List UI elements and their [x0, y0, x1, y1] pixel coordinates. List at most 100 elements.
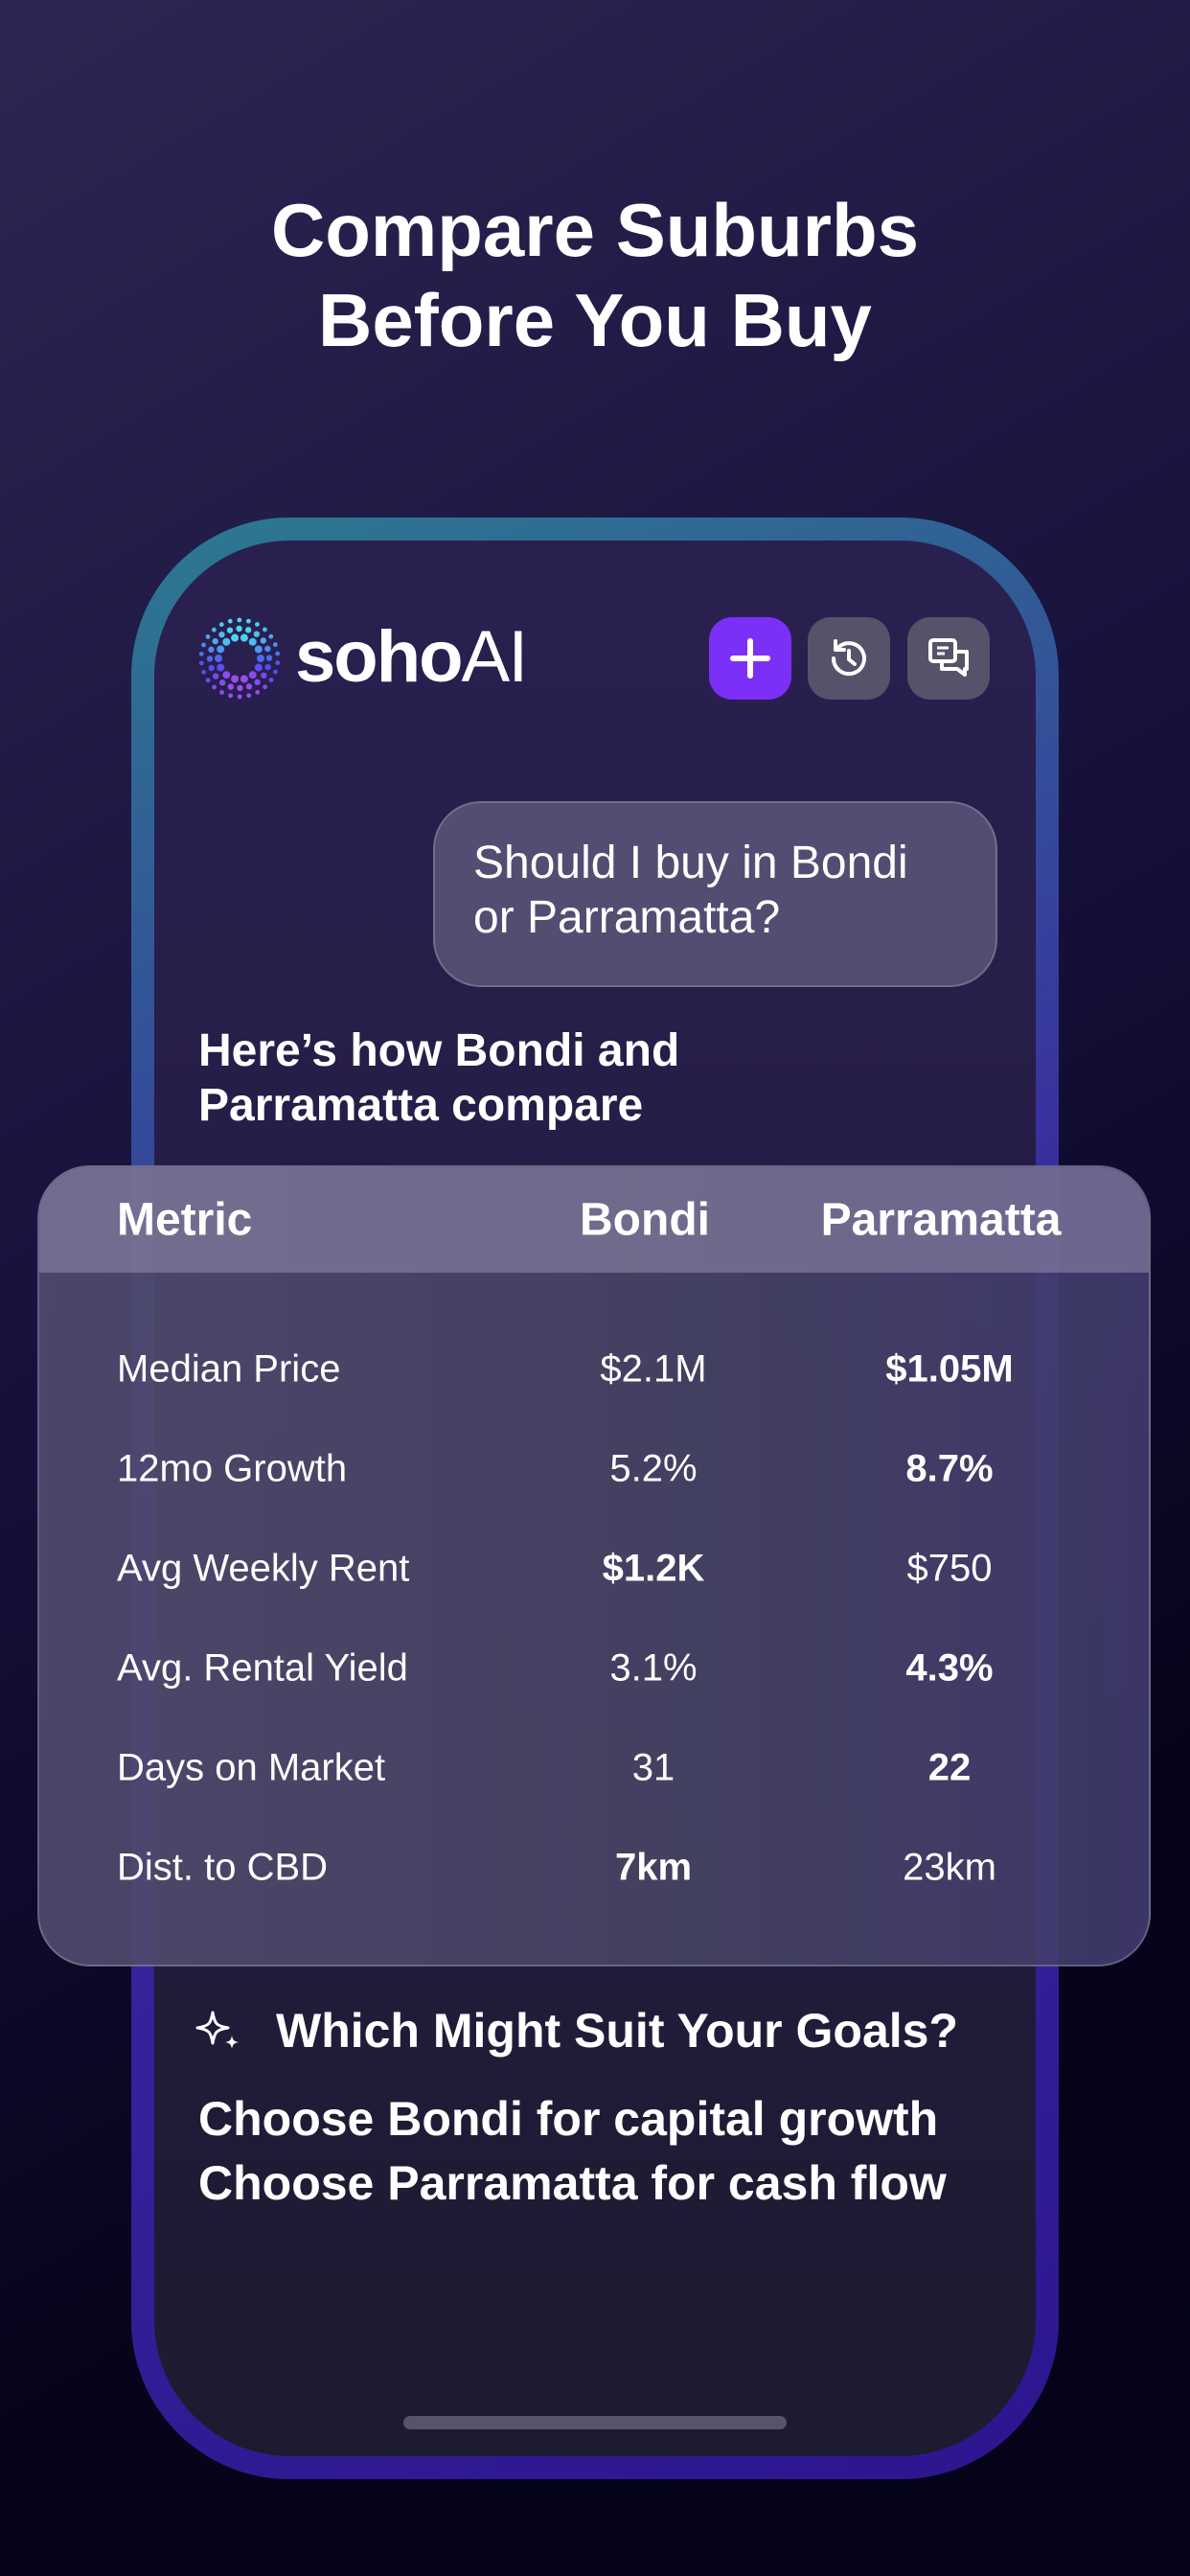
new-chat-button[interactable]	[709, 617, 791, 700]
logo-dot	[237, 617, 242, 623]
logo-dot	[260, 637, 267, 644]
logo-dot	[231, 633, 240, 642]
history-button[interactable]	[808, 617, 890, 700]
table-cell: 23km	[903, 1846, 996, 1889]
logo-dot	[244, 627, 252, 633]
logo-dot	[222, 637, 231, 646]
comparison-table: Metric Bondi Parramatta Median Price $2.1M $1…	[37, 1165, 1151, 1966]
logo-dot	[211, 627, 217, 632]
logo-dot	[231, 675, 240, 683]
column-header: Bondi	[580, 1194, 710, 1246]
home-indicator	[403, 2416, 787, 2429]
logo-dot	[208, 664, 215, 672]
column-header: Metric	[117, 1194, 253, 1246]
logo-dot	[240, 675, 248, 683]
logo-dot	[265, 655, 273, 661]
heading-line: Here’s how Bondi and	[198, 1025, 680, 1076]
goals-heading: Which Might Suit Your Goals?	[276, 2004, 959, 2058]
chats-button[interactable]	[907, 617, 990, 700]
table-cell: 22	[927, 1746, 972, 1789]
logo-dot	[198, 651, 204, 656]
logo-dot	[257, 655, 264, 662]
logo-dot	[261, 672, 267, 679]
logo-dot	[246, 618, 251, 624]
table-cell: $2.1M	[600, 1347, 707, 1391]
logo-dot	[226, 627, 234, 633]
metric-label: Avg Weekly Rent	[117, 1547, 410, 1590]
logo-dot	[212, 673, 219, 679]
logo-dot	[275, 651, 281, 656]
logo-dot	[253, 631, 261, 637]
logo-dot	[264, 645, 271, 653]
logo-dot	[268, 678, 274, 682]
table-cell: 7km	[614, 1846, 693, 1889]
logo-dot	[263, 627, 267, 632]
logo-dot	[201, 669, 207, 675]
logo-dot	[273, 669, 278, 675]
logo-dot	[263, 684, 268, 690]
table-cell: $750	[906, 1547, 993, 1590]
logo-ai: AI	[461, 616, 529, 698]
table-cell: 8.7%	[905, 1447, 994, 1490]
message-line: or Parramatta?	[473, 892, 781, 943]
logo-dot	[255, 622, 260, 627]
logo-dot	[237, 694, 242, 700]
logo-dot	[275, 660, 281, 666]
table-cell: $1.05M	[885, 1347, 1014, 1391]
title-line: Before You Buy	[318, 278, 872, 362]
logo-dot	[219, 690, 224, 695]
logo-dot	[206, 656, 214, 662]
logo-dot	[201, 642, 206, 648]
logo-dot	[264, 663, 271, 671]
heading-line: Parramatta compare	[198, 1080, 644, 1131]
logo-icon	[198, 617, 281, 700]
logo-dot	[218, 679, 226, 686]
logo-dot	[227, 618, 233, 624]
logo-dot	[198, 660, 204, 666]
metric-label: Avg. Rental Yield	[117, 1646, 408, 1690]
logo-dot	[240, 633, 248, 642]
logo-dot	[205, 678, 211, 683]
logo-dot	[254, 678, 261, 686]
goals-text: Choose Bondi for capital growth Choose P…	[198, 2087, 947, 2216]
table-header	[39, 1167, 1149, 1273]
logo-dot	[218, 631, 225, 638]
logo-dot	[217, 645, 225, 654]
logo-dot	[227, 683, 235, 690]
logo-dot	[268, 633, 274, 639]
title-line: Compare Suburbs	[270, 188, 920, 272]
table-cell: $1.2K	[602, 1547, 705, 1590]
metric-label: Dist. to CBD	[117, 1846, 329, 1889]
logo-dot	[255, 689, 261, 695]
logo-dot	[254, 645, 263, 654]
logo-text: sohoAI	[295, 615, 529, 699]
goal-line: Choose Bondi for capital growth	[198, 2092, 939, 2146]
logo-soho: soho	[295, 616, 464, 698]
logo-dot	[245, 683, 253, 690]
logo-dot	[248, 671, 257, 679]
goal-line: Choose Parramatta for cash flow	[198, 2156, 947, 2210]
column-header: Parramatta	[820, 1194, 1062, 1246]
logo-dot	[254, 663, 263, 672]
table-cell: 4.3%	[905, 1646, 994, 1690]
logo-dot	[222, 671, 231, 679]
logo-dot	[272, 642, 278, 648]
logo-dot	[215, 655, 222, 662]
metric-label: Days on Market	[117, 1746, 386, 1789]
table-cell: 5.2%	[609, 1447, 698, 1490]
logo-dot	[248, 637, 257, 646]
logo-dot	[228, 693, 233, 699]
message-line: Should I buy in Bondi	[473, 838, 908, 888]
user-message: Should I buy in Bondi or Parramatta?	[433, 801, 997, 987]
logo-dot	[236, 625, 242, 632]
response-heading: Here’s how Bondi and Parramatta compare	[198, 1024, 679, 1133]
metric-label: 12mo Growth	[117, 1447, 348, 1490]
logo-dot	[208, 646, 215, 654]
logo-dot	[212, 637, 218, 645]
table-cell: 31	[631, 1746, 675, 1789]
metric-label: Median Price	[117, 1347, 341, 1391]
logo-dot	[237, 684, 243, 692]
logo-dot	[217, 663, 225, 672]
table-cell: 3.1%	[609, 1646, 698, 1690]
